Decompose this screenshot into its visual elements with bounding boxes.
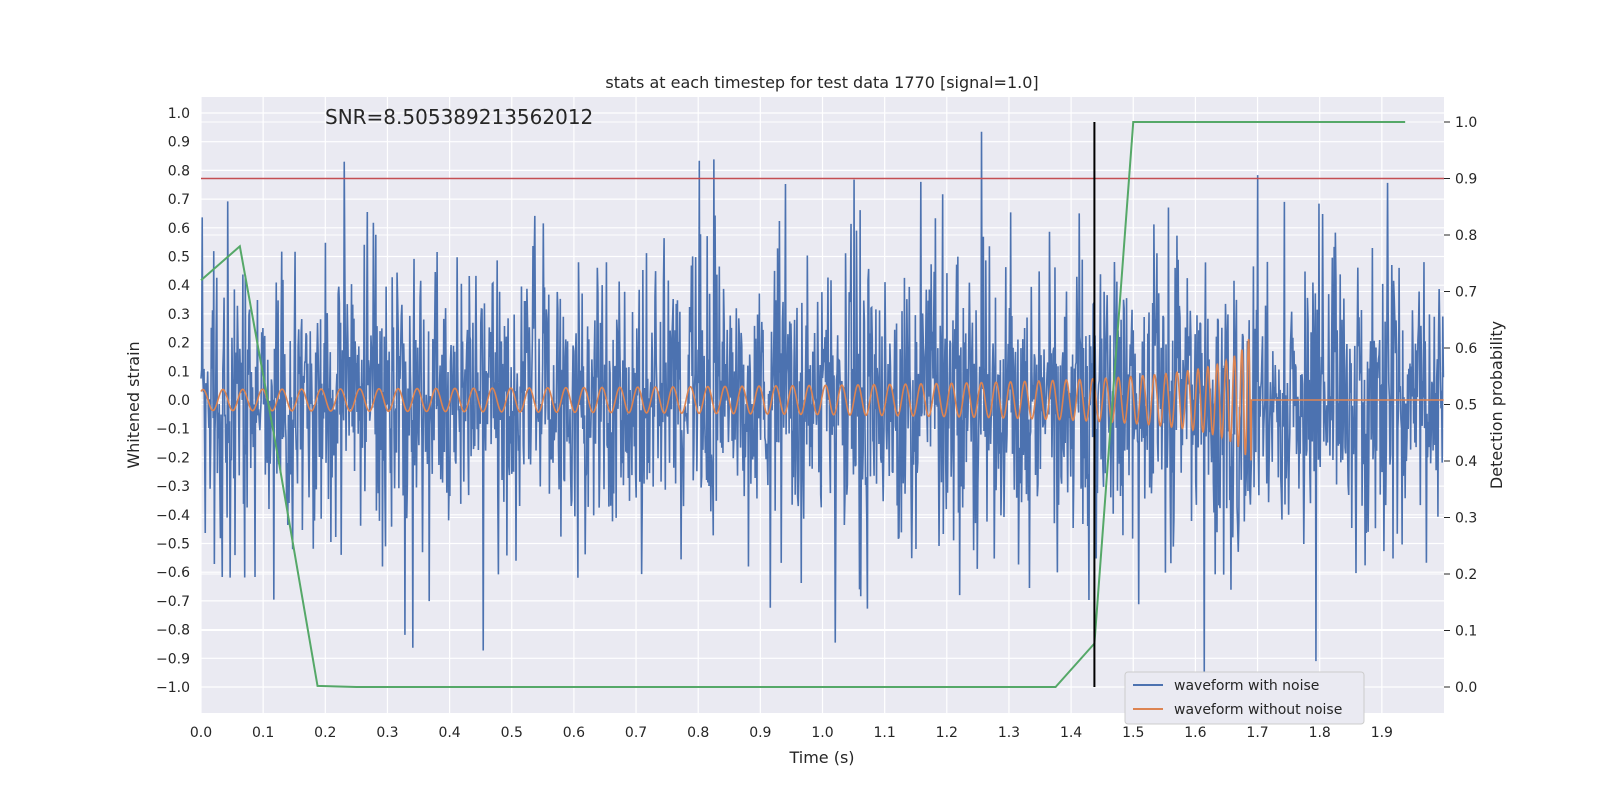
noisy-waveform-line <box>200 131 1445 673</box>
y-tick-label: 0.9 <box>168 135 190 151</box>
y-tick-label: 0.6 <box>168 221 190 237</box>
y2-tick-label: 0.8 <box>1455 228 1477 244</box>
snr-annotation: SNR=8.505389213562012 <box>325 105 593 129</box>
y-tick-label: 1.0 <box>168 106 190 122</box>
x-tick-label: 0.8 <box>687 725 709 741</box>
x-tick-label: 1.8 <box>1309 725 1331 741</box>
detection-probability-line <box>200 121 1406 688</box>
y-tick-label: −0.5 <box>156 537 190 553</box>
y2-tick-label: 0.7 <box>1455 285 1477 301</box>
x-tick-label: 1.5 <box>1122 725 1144 741</box>
y2-tick-label: 0.0 <box>1455 680 1477 696</box>
x-tick-label: 1.4 <box>1060 725 1082 741</box>
y2-axis-label: Detection probability <box>1487 321 1506 489</box>
y-tick-label: −0.1 <box>156 422 190 438</box>
y-tick-label: 0.3 <box>168 307 190 323</box>
x-tick-label: 0.7 <box>625 725 647 741</box>
y-tick-label: 0.0 <box>168 393 190 409</box>
legend-box <box>1124 671 1365 725</box>
y2-tick-label: 0.5 <box>1455 398 1477 414</box>
y2-tick-label: 0.2 <box>1455 567 1477 583</box>
y-tick-label: 0.1 <box>168 364 190 380</box>
series-layer <box>200 121 1445 688</box>
y-tick-label: −0.6 <box>156 565 190 581</box>
legend: waveform with noise waveform without noi… <box>1124 671 1365 725</box>
y-tick-label: 0.5 <box>168 250 190 266</box>
clean-waveform-line <box>200 338 1444 461</box>
chart-title: stats at each timestep for test data 177… <box>605 73 1038 92</box>
y-tick-label: 0.2 <box>168 336 190 352</box>
x-tick-label: 0.9 <box>749 725 771 741</box>
x-tick-label: 0.6 <box>563 725 585 741</box>
x-tick-label: 0.3 <box>376 725 398 741</box>
y-tick-label: −1.0 <box>156 680 190 696</box>
y-tick-label: −0.2 <box>156 450 190 466</box>
y-tick-label: −0.8 <box>156 623 190 639</box>
y-tick-label: −0.4 <box>156 508 190 524</box>
y2-tick-label: 0.6 <box>1455 341 1477 357</box>
x-tick-label: 0.0 <box>190 725 212 741</box>
x-tick-label: 0.2 <box>314 725 336 741</box>
y-tick-label: 0.7 <box>168 192 190 208</box>
y-axis-label: Whitened strain <box>124 341 143 468</box>
y-tick-label: 0.8 <box>168 163 190 179</box>
x-tick-label: 1.7 <box>1246 725 1268 741</box>
x-tick-label: 1.1 <box>874 725 896 741</box>
x-tick-label: 1.3 <box>998 725 1020 741</box>
y-tick-label: −0.9 <box>156 651 190 667</box>
x-tick-label: 1.9 <box>1371 725 1393 741</box>
legend-label-clean: waveform without noise <box>1174 702 1342 718</box>
y-tick-label: −0.7 <box>156 594 190 610</box>
y2-tick-label: 0.9 <box>1455 172 1477 188</box>
legend-label-noise: waveform with noise <box>1174 678 1319 694</box>
ticks-layer: 0.0 0.1 0.2 0.3 0.4 0.5 0.6 0.7 0.8 0.9 1.0 1.1 1.2 1… <box>156 106 1477 741</box>
x-tick-label: 0.1 <box>252 725 274 741</box>
x-tick-label: 0.4 <box>438 725 460 741</box>
y2-tick-label: 1.0 <box>1455 115 1477 131</box>
y2-tick-label: 0.3 <box>1455 511 1477 527</box>
x-tick-label: 1.6 <box>1184 725 1206 741</box>
y-tick-label: 0.4 <box>168 278 190 294</box>
x-tick-label: 0.5 <box>501 725 523 741</box>
y-tick-label: −0.3 <box>156 479 190 495</box>
x-tick-label: 1.0 <box>811 725 833 741</box>
y2-tick-label: 0.4 <box>1455 454 1477 470</box>
y2-tick-label: 0.1 <box>1455 624 1477 640</box>
x-tick-label: 1.2 <box>936 725 958 741</box>
x-axis-label: Time (s) <box>788 748 854 767</box>
